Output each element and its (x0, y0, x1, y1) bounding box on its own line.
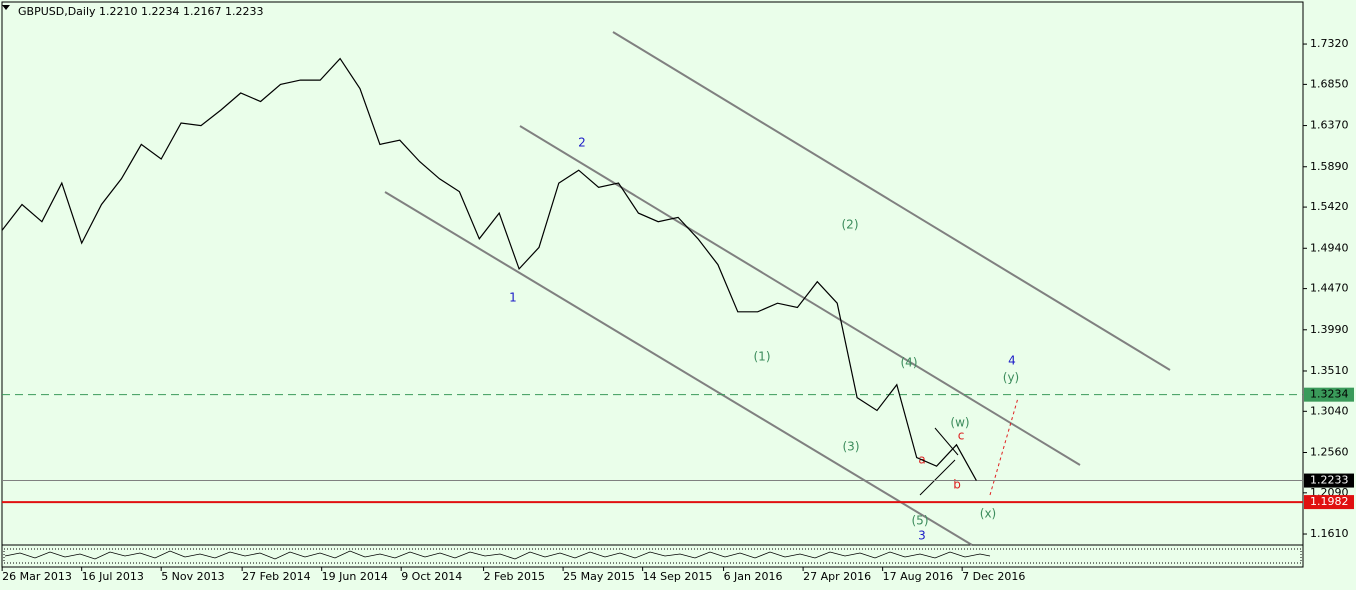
channel-upper (612, 31, 1171, 371)
wave-label: (w) (950, 416, 969, 430)
triangle-line (919, 459, 956, 496)
wave-label: (x) (980, 507, 996, 521)
price-label: 1.2233 (1310, 474, 1349, 487)
x-tick-label: 25 May 2015 (563, 570, 635, 583)
y-tick-label: 1.6850 (1310, 77, 1349, 90)
x-tick-label: 17 Aug 2016 (883, 570, 953, 583)
price-line-series (1, 57, 977, 481)
wave-label: (5) (912, 514, 929, 528)
wave-label: (4) (901, 356, 918, 370)
y-tick-label: 1.7320 (1310, 37, 1349, 50)
y-tick-label: 1.3990 (1310, 323, 1349, 336)
plot-frame (1, 1, 1304, 568)
x-tick-label: 16 Jul 2013 (82, 570, 144, 583)
indicator-panel (3, 548, 1302, 564)
wave-label: c (958, 429, 965, 443)
channel-lower (384, 191, 973, 546)
x-tick-label: 5 Nov 2013 (161, 570, 224, 583)
title-marker (2, 5, 10, 10)
price-label: 1.1982 (1310, 495, 1349, 508)
price-label-box (1304, 495, 1354, 510)
y-tick-label: 1.4940 (1310, 241, 1349, 254)
x-tick-label: 14 Sep 2015 (643, 570, 713, 583)
y-tick-label: 1.2560 (1310, 445, 1349, 458)
price-label-box (1304, 387, 1354, 402)
x-tick-label: 26 Mar 2013 (2, 570, 72, 583)
oscillator-line (4, 550, 991, 560)
wave-label: (y) (1003, 371, 1019, 385)
wave-label: b (953, 478, 961, 492)
x-tick-label: 27 Apr 2016 (803, 570, 871, 583)
wave-label: (1) (754, 350, 771, 364)
x-tick-label: 6 Jan 2016 (724, 570, 783, 583)
x-tick-label: 27 Feb 2014 (242, 570, 310, 583)
y-tick-label: 1.4470 (1310, 282, 1349, 295)
y-tick-label: 1.1610 (1310, 527, 1349, 540)
y-tick-label: 1.5420 (1310, 200, 1349, 213)
x-tick-label: 7 Dec 2016 (962, 570, 1025, 583)
x-tick-label: 9 Oct 2014 (401, 570, 462, 583)
price-label: 1.3234 (1310, 388, 1349, 401)
y-tick-label: 1.5890 (1310, 160, 1349, 173)
x-tick-label: 19 Jun 2014 (322, 570, 388, 583)
wave-label: 1 (509, 291, 517, 305)
wave-label: (3) (843, 440, 860, 454)
y-tick-label: 1.3040 (1310, 404, 1349, 417)
wave-label: (2) (842, 218, 859, 232)
wave-label: 3 (918, 529, 926, 543)
y-tick-label: 1.3510 (1310, 364, 1349, 377)
chart-title: GBPUSD,Daily 1.2210 1.2234 1.2167 1.2233 (18, 5, 263, 18)
triangle-line (934, 427, 959, 456)
wave-label: 4 (1008, 354, 1016, 368)
projection-line (989, 397, 1019, 496)
y-tick-label: 1.6370 (1310, 119, 1349, 132)
price-label-box (1304, 473, 1354, 488)
wave-label: 2 (578, 136, 586, 150)
x-tick-label: 2 Feb 2015 (484, 570, 545, 583)
channel-middle (519, 125, 1081, 466)
